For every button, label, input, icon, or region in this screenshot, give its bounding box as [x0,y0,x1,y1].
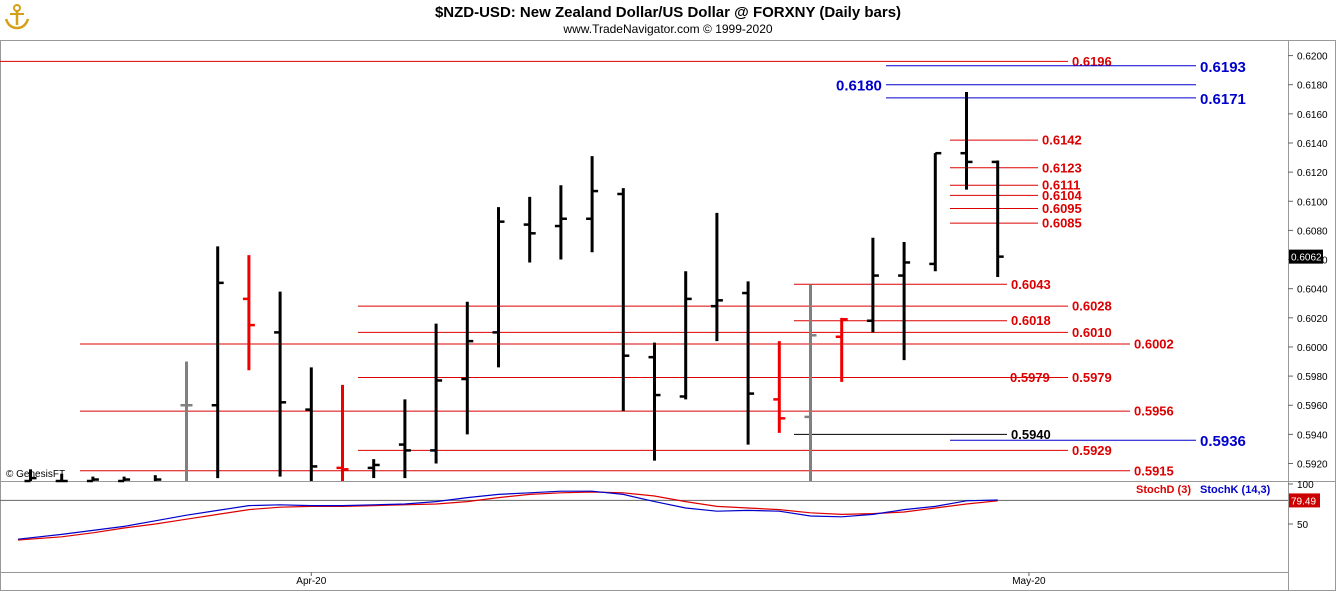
ohlc-bar [804,284,817,481]
y-tick-label: 0.5960 [1297,401,1328,412]
x-tick-label: May-20 [1012,576,1046,587]
ohlc-bar [742,281,755,445]
ohlc-bar [367,459,380,479]
y-tick-label: 0.5920 [1297,460,1328,471]
last-price-badge [1289,249,1323,264]
ohlc-bar [929,151,942,272]
price-level-label: 0.5936 [1200,433,1246,450]
ohlc-bar [679,271,692,400]
y-tick-label: 0.6140 [1297,139,1328,150]
date-axis: Apr-20 May-20 [296,572,1046,587]
price-level-label: 0.6043 [1011,277,1051,292]
price-level-label: 0.6002 [1134,337,1174,352]
ohlc-bar [523,196,536,263]
ohlc-bar [118,476,131,483]
stoch-value-label: 79.49 [1291,496,1316,507]
price-level-label: 0.6095 [1042,201,1082,216]
ohlc-bar [866,237,879,333]
price-level-label: 0.6193 [1200,59,1246,76]
y-tick-label: 0.5980 [1297,372,1328,383]
last-price-label: 0.6062 [1291,253,1322,264]
price-level-label: 0.6111 [1042,178,1080,193]
ohlc-bar [153,475,162,481]
ohlc-bar [274,291,287,477]
ohlc-bar [305,367,318,481]
stochastic-panel: 50 100 79.49 StochD (3) StochK (14,3) [0,480,1320,541]
price-level-label: 0.6123 [1042,160,1082,175]
price-level-label: 0.6085 [1042,216,1082,231]
chart-outer-frame [0,40,1336,591]
ohlc-bar [211,246,224,479]
ohlc-bar [773,341,786,433]
stoch-value-badge [1289,493,1320,508]
ohlc-bar [960,91,973,190]
ohlc-bar [55,473,68,483]
price-level-label: 0.5940 [1011,427,1051,442]
price-level-label: 0.5929 [1072,443,1112,458]
ohlc-bar [180,361,193,481]
ohlc-bar [617,188,630,412]
y-tick-label: 0.6200 [1297,52,1328,63]
ohlc-bar [898,242,911,361]
anchor-logo [4,4,30,30]
price-level-label: 0.6028 [1072,299,1112,314]
y-tick-label: 0.6040 [1297,285,1328,296]
stoch-k-legend: StochK (14,3) [1200,484,1271,496]
ohlc-bar [835,317,848,382]
price-levels: 0.6196 0.6193 0.6180 0.6171 0.6142 0.6123 0.61… [0,54,1246,478]
ohlc-bar [86,476,99,483]
y-tick-label: 0.5940 [1297,430,1328,441]
ohlc-bar [461,301,474,435]
y-tick-label: 0.6100 [1297,197,1328,208]
y-tick-label: 0.6180 [1297,81,1328,92]
y-tick-label: 0.6080 [1297,226,1328,237]
chart-title: $NZD-USD: New Zealand Dollar/US Dollar @… [435,4,901,21]
price-level-label: 0.6180 [836,78,882,95]
price-level-label: 0.6018 [1011,313,1051,328]
price-level-label: 0.5979 [1072,370,1112,385]
stoch-d-legend: StochD (3) [1136,484,1191,496]
price-level-label: 0.5915 [1134,463,1174,478]
chart-subtitle: www.TradeNavigator.com © 1999-2020 [562,22,772,36]
y-tick-label: 0.6160 [1297,110,1328,121]
ohlc-bar [554,185,567,260]
y-tick-label: 0.6120 [1297,168,1328,179]
y-tick-label: 0.6000 [1297,343,1328,354]
price-level-label: 0.6196 [1072,54,1112,69]
price-level-label: 0.6104 [1042,188,1083,203]
price-level-label: 0.6171 [1200,91,1246,108]
ohlc-bar [710,212,723,342]
price-level-label: 0.5979 [1010,370,1050,385]
x-tick-label: Apr-20 [296,576,326,587]
stoch-series-line [17,490,998,540]
ohlc-bar [430,323,443,464]
ohlc-bar [586,156,599,253]
ohlc-bar [648,342,661,461]
ohlc-bar [398,399,411,479]
ohlc-bar [24,469,37,483]
ohlc-bar [492,207,505,368]
y-tick-label: 0.6020 [1297,314,1328,325]
price-level-label: 0.5956 [1134,404,1174,419]
stoch-series-line [17,491,998,541]
watermark: © GenesisFT [6,469,65,480]
stoch-tick-label: 100 [1297,480,1314,491]
ohlc-bar [991,160,1004,278]
price-axis-ticks: 0.5920 0.5940 0.5960 0.5980 0.6000 0.6020 0.60… [1288,52,1328,471]
ohlc-bars [24,91,1004,483]
ohlc-bar [336,384,349,481]
price-level-label: 0.6010 [1072,325,1112,340]
ohlc-bar [242,255,255,371]
price-level-label: 0.6142 [1042,133,1082,148]
stoch-tick-label: 50 [1297,520,1309,531]
